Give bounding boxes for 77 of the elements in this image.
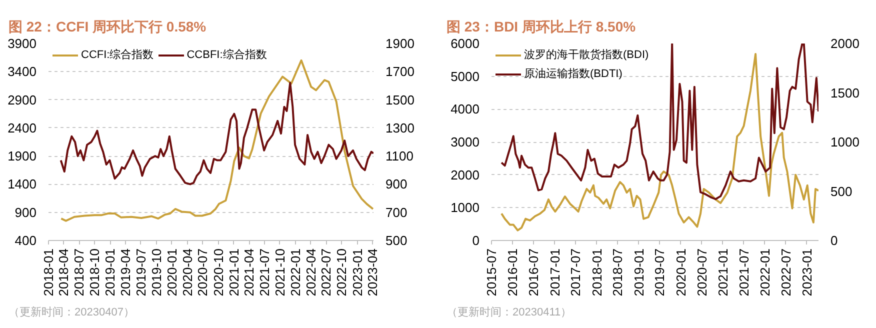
legend-label: CCBFI:综合指数	[186, 48, 267, 62]
y-tick-label: 1400	[8, 176, 36, 192]
x-tick-label: 2017-07	[568, 248, 584, 296]
y2-tick-label: 700	[386, 204, 408, 220]
x-tick-label: 2020-01	[164, 248, 180, 296]
y2-tick-label: 500	[386, 233, 408, 248]
x-tick-label: 2023-04	[364, 248, 380, 296]
x-tick-label: 2019-01	[102, 248, 118, 296]
x-tick-label: 2016-07	[526, 248, 542, 296]
x-tick-label: 2023-01	[350, 248, 365, 296]
y2-tick-label: 0	[830, 233, 838, 248]
x-tick-label: 2023-01	[799, 248, 814, 296]
x-tick-label: 2020-01	[673, 248, 688, 296]
y2-tick-label: 1000	[830, 134, 860, 150]
y-tick-label: 2000	[450, 167, 480, 182]
y-tick-label: 900	[14, 204, 37, 220]
x-tick-label: 2022-07	[778, 248, 794, 296]
x-tick-label: 2018-01	[589, 248, 604, 296]
y-tick-label: 3900	[8, 36, 36, 51]
x-tick-label: 2018-07	[610, 248, 626, 296]
x-tick-label: 2018-04	[56, 248, 72, 296]
x-tick-label: 2021-04	[242, 248, 257, 296]
y-tick-label: 2400	[8, 120, 36, 136]
x-tick-label: 2022-01	[757, 248, 772, 296]
x-tick-label: 2015-07	[484, 248, 499, 296]
line-series	[500, 44, 818, 200]
line-series	[60, 59, 374, 222]
y-tick-label: 3400	[8, 64, 36, 80]
x-tick-label: 2019-10	[148, 248, 164, 296]
x-tick-label: 2019-01	[631, 248, 646, 296]
y-tick-label: 1000	[450, 200, 480, 216]
x-tick-label: 2021-01	[715, 248, 730, 296]
y2-tick-label: 500	[830, 184, 852, 199]
y-tick-label: 5000	[450, 68, 480, 84]
chart-title: 图 22：CCFI 周环比下行 0.58%	[8, 18, 207, 34]
x-tick-label: 2019-07	[652, 248, 668, 296]
y-tick-label: 3000	[450, 134, 480, 150]
x-tick-label: 2020-07	[694, 248, 710, 296]
x-tick-label: 2022-04	[303, 248, 318, 296]
y2-tick-label: 2000	[830, 36, 860, 51]
x-tick-label: 2018-07	[72, 248, 87, 296]
x-tick-label: 2021-10	[272, 248, 288, 296]
y2-tick-label: 1500	[830, 85, 860, 100]
y2-tick-label: 1500	[386, 92, 414, 108]
legend-label: CCFI:综合指数	[81, 48, 154, 62]
y-tick-label: 2900	[8, 92, 36, 108]
y2-tick-label: 900	[386, 176, 408, 192]
x-tick-label: 2018-01	[41, 248, 56, 296]
y2-tick-label: 1300	[386, 120, 414, 136]
line-series	[60, 82, 374, 186]
x-tick-label: 2022-07	[318, 248, 334, 296]
x-tick-label: 2016-01	[505, 248, 520, 296]
y2-tick-label: 1900	[386, 36, 414, 51]
y-tick-label: 1900	[8, 148, 36, 164]
legend-label: 原油运输指数(BDTI)	[524, 67, 622, 81]
y-tick-label: 6000	[450, 36, 480, 51]
text: （更新时间：20230411）	[446, 306, 572, 318]
x-tick-label: 2021-07	[736, 248, 752, 296]
x-tick-label: 2021-07	[256, 248, 272, 296]
x-tick-label: 2020-04	[180, 248, 195, 296]
x-tick-label: 2022-01	[288, 248, 304, 296]
x-tick-label: 2020-10	[210, 248, 226, 296]
y-tick-label: 0	[472, 233, 480, 248]
y2-tick-label: 1100	[386, 148, 414, 164]
y2-tick-label: 1700	[386, 64, 414, 80]
x-tick-label: 2017-01	[547, 248, 562, 296]
text: （更新时间：20230407）	[8, 306, 134, 318]
x-tick-label: 2021-01	[226, 248, 242, 296]
legend-label: 波罗的海干散货指数(BDI)	[524, 48, 649, 62]
x-tick-label: 2019-04	[118, 248, 133, 296]
y-tick-label: 400	[14, 233, 37, 248]
x-tick-label: 2022-10	[334, 248, 350, 296]
x-tick-label: 2020-07	[195, 248, 210, 296]
chart-title: 图 23：BDI 周环比上行 8.50%	[446, 18, 636, 34]
y-tick-label: 4000	[450, 102, 480, 117]
x-tick-label: 2019-07	[133, 248, 148, 296]
x-tick-label: 2018-10	[87, 248, 102, 296]
